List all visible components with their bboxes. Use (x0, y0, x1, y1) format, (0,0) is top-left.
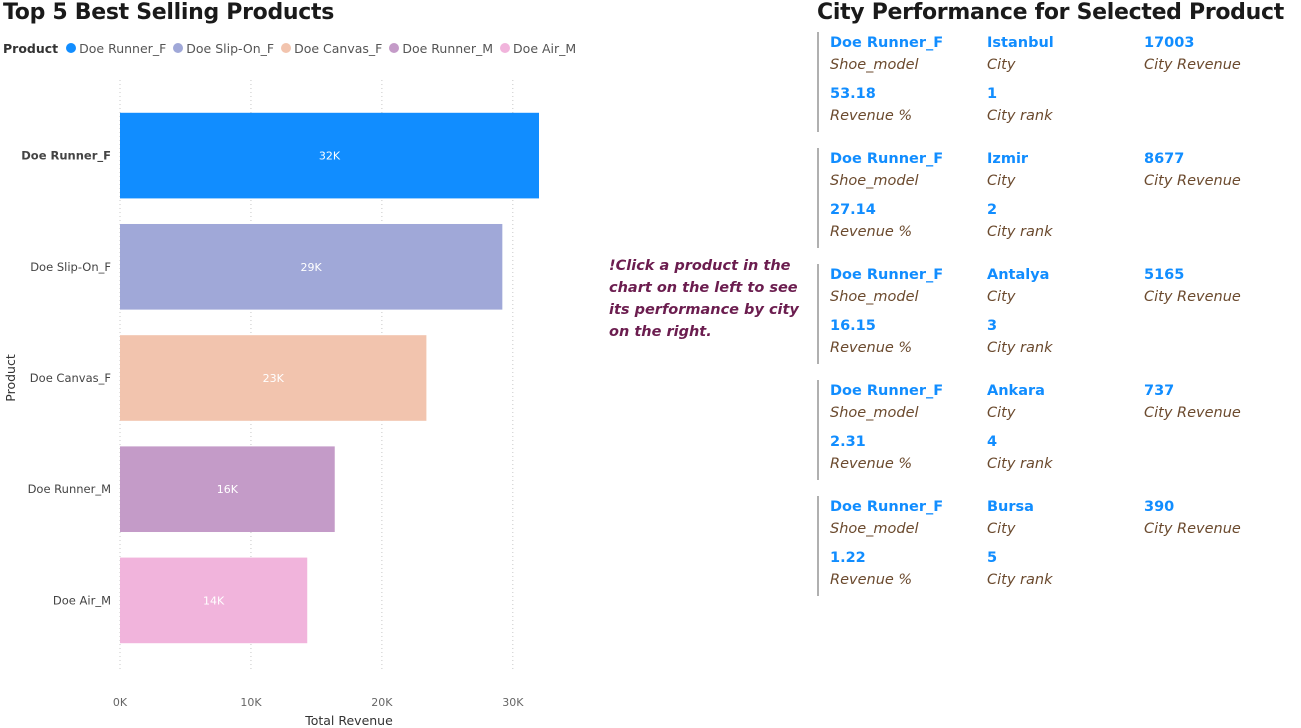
city-rank-label: City rank (987, 340, 1053, 356)
revenue-pct-value: 27.14 (830, 202, 876, 218)
legend-label: Doe Slip-On_F (186, 40, 275, 56)
bar-data-label: 14K (203, 594, 225, 607)
x-tick-label: 10K (240, 696, 262, 709)
revenue-pct-label: Revenue % (830, 572, 913, 588)
bar[interactable] (120, 557, 308, 644)
city-revenue-value: 5165 (1144, 267, 1185, 283)
shoe-model-label: Shoe_model (830, 405, 919, 421)
city-revenue-value: 8677 (1144, 151, 1185, 167)
y-tick-label[interactable]: Doe Air_M (53, 593, 111, 607)
y-axis-title: Product (3, 354, 18, 402)
city-revenue-label: City Revenue (1144, 173, 1241, 189)
shoe-model-value: Doe Runner_F (830, 499, 944, 515)
revenue-pct-label: Revenue % (830, 224, 913, 240)
legend-item-doe-canvas-f[interactable]: Doe Canvas_F (281, 41, 382, 56)
shoe-model-value: Doe Runner_F (830, 383, 944, 399)
y-tick-label[interactable]: Doe Runner_M (28, 482, 111, 496)
legend-dot-icon (389, 43, 400, 53)
shoe-model-value: Doe Runner_F (830, 151, 944, 167)
city-label: City (987, 405, 1016, 421)
revenue-pct-value: 2.31 (830, 434, 866, 450)
city-revenue-label: City Revenue (1144, 521, 1241, 537)
y-tick-label[interactable]: Doe Slip-On_F (30, 260, 111, 274)
city-revenue-value: 737 (1144, 383, 1175, 399)
shoe-model-value: Doe Runner_F (830, 267, 944, 283)
legend-label: Doe Runner_F (79, 40, 167, 56)
x-tick-label: 30K (502, 696, 524, 709)
city-rank-value: 2 (987, 202, 998, 218)
shoe-model-label: Shoe_model (830, 289, 919, 305)
legend-label: Doe Air_M (513, 40, 577, 56)
bar-chart: 0K 10K 20K 30K 32K Doe Runner_F 29K Doe Slip-On… (3, 80, 539, 728)
panel-title: City Performance for Selected Product (817, 0, 1284, 25)
city-label: City (987, 289, 1016, 305)
city-card[interactable]: Doe Runner_F Shoe_model Izmir City 8677 Cit… (817, 148, 1297, 248)
shoe-model-value: Doe Runner_F (830, 35, 944, 51)
city-card[interactable]: Doe Runner_F Shoe_model Bursa City 390 City… (817, 496, 1297, 596)
y-tick-label[interactable]: Doe Runner_F (21, 149, 111, 164)
legend-dot-icon (500, 43, 511, 53)
legend-label: Doe Canvas_F (294, 40, 383, 56)
city-value: Izmir (987, 151, 1029, 167)
revenue-pct-value: 16.15 (830, 318, 876, 334)
revenue-pct-label: Revenue % (830, 108, 913, 124)
city-revenue-label: City Revenue (1144, 289, 1241, 305)
city-label: City (987, 521, 1016, 537)
shoe-model-label: Shoe_model (830, 521, 919, 537)
bar[interactable] (120, 112, 539, 199)
chart-legend: Product Doe Runner_F Doe Slip-On_F Doe C… (3, 39, 583, 57)
revenue-pct-label: Revenue % (830, 456, 913, 472)
city-value: Bursa (987, 499, 1034, 515)
city-revenue-value: 17003 (1144, 35, 1195, 51)
city-rank-value: 5 (987, 550, 998, 566)
bar-data-label: 32K (319, 150, 341, 163)
city-rank-label: City rank (987, 108, 1053, 124)
city-rank-label: City rank (987, 572, 1053, 588)
legend-item-doe-runner-f[interactable]: Doe Runner_F (66, 41, 166, 56)
city-rank-value: 4 (987, 434, 998, 450)
city-rank-value: 3 (987, 318, 998, 334)
legend-title: Product (3, 40, 59, 56)
y-tick-label[interactable]: Doe Canvas_F (30, 371, 111, 385)
legend-item-doe-slip-on-f[interactable]: Doe Slip-On_F (173, 41, 274, 56)
city-revenue-value: 390 (1144, 499, 1175, 515)
x-axis-title: Total Revenue (304, 713, 393, 728)
city-revenue-label: City Revenue (1144, 57, 1241, 73)
city-rank-label: City rank (987, 224, 1053, 240)
city-card[interactable]: Doe Runner_F Shoe_model Istanbul City 1700… (817, 32, 1297, 132)
city-label: City (987, 173, 1016, 189)
bar[interactable] (120, 446, 335, 533)
legend-dot-icon (281, 43, 292, 53)
city-card[interactable]: Doe Runner_F Shoe_model Ankara City 737 Cit… (817, 380, 1297, 480)
legend-item-doe-air-m[interactable]: Doe Air_M (500, 41, 576, 56)
bar[interactable] (120, 223, 503, 310)
bar-data-label: 29K (301, 261, 323, 274)
chart-title: Top 5 Best Selling Products (3, 0, 335, 25)
city-rank-value: 1 (987, 86, 998, 102)
shoe-model-label: Shoe_model (830, 57, 919, 73)
legend-dot-icon (66, 43, 77, 53)
city-label: City (987, 57, 1016, 73)
legend-dot-icon (173, 43, 184, 53)
city-card[interactable]: Doe Runner_F Shoe_model Antalya City 5165 C… (817, 264, 1297, 364)
city-revenue-label: City Revenue (1144, 405, 1241, 421)
city-value: Antalya (987, 267, 1050, 283)
x-tick-label: 20K (371, 696, 393, 709)
x-tick-label: 0K (113, 696, 128, 709)
city-value: Istanbul (987, 35, 1054, 51)
city-card-list: Doe Runner_F Shoe_model Istanbul City 1700… (817, 32, 1297, 612)
shoe-model-label: Shoe_model (830, 173, 919, 189)
bar-data-label: 16K (217, 483, 239, 496)
legend-item-doe-runner-m[interactable]: Doe Runner_M (389, 41, 493, 56)
instruction-text: !Click a product in the chart on the lef… (609, 258, 799, 340)
bar[interactable] (120, 335, 427, 421)
legend-label: Doe Runner_M (402, 40, 494, 56)
revenue-pct-value: 53.18 (830, 86, 876, 102)
revenue-pct-label: Revenue % (830, 340, 913, 356)
bar-data-label: 23K (263, 372, 285, 385)
revenue-pct-value: 1.22 (830, 550, 866, 566)
city-value: Ankara (987, 383, 1045, 399)
city-rank-label: City rank (987, 456, 1053, 472)
